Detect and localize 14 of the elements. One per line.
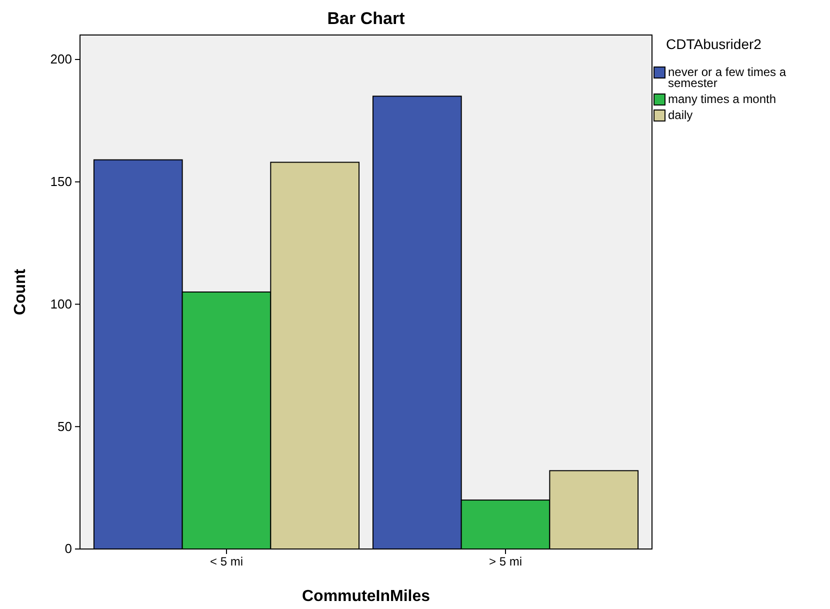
legend-label: daily — [668, 108, 693, 122]
legend-label: many times a month — [668, 92, 776, 106]
legend-label: never or a few times a semester — [668, 65, 786, 90]
x-axis-title: CommuteInMiles — [302, 588, 430, 605]
x-tick-label: < 5 mi — [210, 554, 243, 569]
legend-title: CDTAbusrider2 — [666, 36, 762, 52]
y-tick-label: 0 — [64, 541, 72, 556]
y-tick-label: 100 — [50, 296, 72, 312]
y-axis-title: Count — [12, 268, 29, 316]
chart-title: Bar Chart — [327, 9, 406, 28]
y-tick-label: 200 — [50, 52, 72, 67]
y-tick-label: 50 — [58, 418, 72, 434]
y-tick-label: 150 — [50, 174, 72, 190]
x-tick-label: > 5 mi — [489, 554, 522, 569]
